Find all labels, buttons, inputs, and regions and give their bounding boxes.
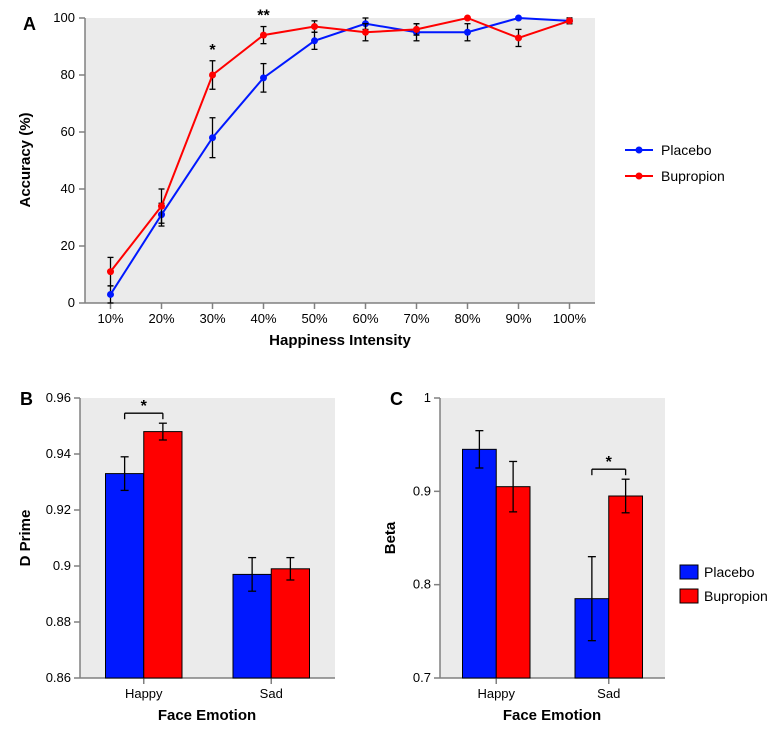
bar-placebo <box>463 449 497 678</box>
panel-a-xtick: 90% <box>505 311 531 326</box>
panel-a-xlabel: Happiness Intensity <box>269 332 411 349</box>
marker-placebo <box>260 74 267 81</box>
sig-mark: * <box>209 42 216 59</box>
legend-item: Bupropion <box>704 588 768 604</box>
panel-b: B 0.86 0.88 0.9 0.92 0.94 0.96 Happy Sad * D P… <box>0 380 356 735</box>
panel-a-xtick: 30% <box>199 311 225 326</box>
panel-c-letter: C <box>390 389 403 409</box>
panel-a-xtick: 40% <box>250 311 276 326</box>
panel-a-xtick: 80% <box>454 311 480 326</box>
panel-a-ytick: 0 <box>68 295 75 310</box>
xtick: Sad <box>597 686 620 701</box>
panel-a-xtick: 60% <box>352 311 378 326</box>
panel-c-yaxis: 0.7 0.8 0.9 1 <box>413 390 440 685</box>
marker-bupropion <box>566 17 573 24</box>
ytick: 0.7 <box>413 670 431 685</box>
xtick: Happy <box>477 686 515 701</box>
marker-bupropion <box>209 72 216 79</box>
panel-a-plotbg <box>85 18 595 303</box>
panel-b-yaxis: 0.86 0.88 0.9 0.92 0.94 0.96 <box>46 390 80 685</box>
panel-a-yaxis: 0 20 40 60 80 100 <box>53 10 85 310</box>
ytick: 0.96 <box>46 390 71 405</box>
panel-c-legend: Placebo Bupropion <box>680 564 768 604</box>
panel-b-ylabel: D Prime <box>17 510 34 567</box>
sig-mark: * <box>141 398 148 415</box>
panel-a-legend: Placebo Bupropion <box>625 142 725 184</box>
panel-c: C 0.7 0.8 0.9 1 Happy Sad * Beta Face Emotio… <box>370 380 772 735</box>
panel-a-xtick: 100% <box>553 311 587 326</box>
xtick: Sad <box>260 686 283 701</box>
marker-bupropion <box>260 32 267 39</box>
bar-bupropion <box>271 569 309 678</box>
legend-item: Placebo <box>704 564 755 580</box>
marker-bupropion <box>515 34 522 41</box>
bar-bupropion <box>144 432 182 678</box>
panel-b-xlabel: Face Emotion <box>158 707 256 724</box>
panel-b-xaxis: Happy Sad <box>125 678 283 701</box>
ytick: 0.92 <box>46 502 71 517</box>
marker-placebo <box>209 134 216 141</box>
panel-a-xtick: 70% <box>403 311 429 326</box>
panel-c-svg: C 0.7 0.8 0.9 1 Happy Sad * Beta Face Emotio… <box>370 380 772 735</box>
panel-a-ytick: 60 <box>61 124 75 139</box>
bar-bupropion <box>496 487 530 678</box>
panel-a-ytick: 40 <box>61 181 75 196</box>
ytick: 0.8 <box>413 577 431 592</box>
panel-a-svg: A 0 20 40 60 80 100 10% 20% 30% 40% 50% 60% 70% 80% 9… <box>0 0 772 355</box>
panel-a-ytick: 100 <box>53 10 75 25</box>
legend-item: Placebo <box>661 142 712 158</box>
panel-c-ylabel: Beta <box>382 521 399 554</box>
panel-a-xtick: 10% <box>97 311 123 326</box>
marker-bupropion <box>158 203 165 210</box>
ytick: 1 <box>424 390 431 405</box>
panel-b-letter: B <box>20 389 33 409</box>
panel-a-letter: A <box>23 14 36 34</box>
marker-bupropion <box>464 15 471 22</box>
panel-a-ylabel: Accuracy (%) <box>17 112 34 207</box>
marker-placebo <box>464 29 471 36</box>
panel-a-xtick: 20% <box>148 311 174 326</box>
xtick: Happy <box>125 686 163 701</box>
panel-c-xaxis: Happy Sad <box>477 678 620 701</box>
marker-placebo <box>107 291 114 298</box>
panel-a-xaxis: 10% 20% 30% 40% 50% 60% 70% 80% 90% 100% <box>97 303 586 326</box>
sig-mark: ** <box>257 8 270 25</box>
marker-bupropion <box>362 29 369 36</box>
panel-c-xlabel: Face Emotion <box>503 707 601 724</box>
panel-b-svg: B 0.86 0.88 0.9 0.92 0.94 0.96 Happy Sad * D P… <box>0 380 356 735</box>
ytick: 0.94 <box>46 446 71 461</box>
panel-a-ytick: 80 <box>61 67 75 82</box>
marker-bupropion <box>311 23 318 30</box>
ytick: 0.9 <box>53 558 71 573</box>
ytick: 0.86 <box>46 670 71 685</box>
legend-swatch <box>680 589 698 603</box>
marker-placebo <box>311 37 318 44</box>
marker-placebo <box>515 15 522 22</box>
marker-bupropion <box>413 26 420 33</box>
legend-item: Bupropion <box>661 168 725 184</box>
bar-placebo <box>106 474 144 678</box>
marker-bupropion <box>107 268 114 275</box>
ytick: 0.88 <box>46 614 71 629</box>
ytick: 0.9 <box>413 483 431 498</box>
legend-swatch <box>680 565 698 579</box>
sig-mark: * <box>606 454 613 471</box>
panel-a-xtick: 50% <box>301 311 327 326</box>
bar-bupropion <box>609 496 643 678</box>
panel-a: A 0 20 40 60 80 100 10% 20% 30% 40% 50% 60% 70% 80% 9… <box>0 0 772 355</box>
panel-a-ytick: 20 <box>61 238 75 253</box>
